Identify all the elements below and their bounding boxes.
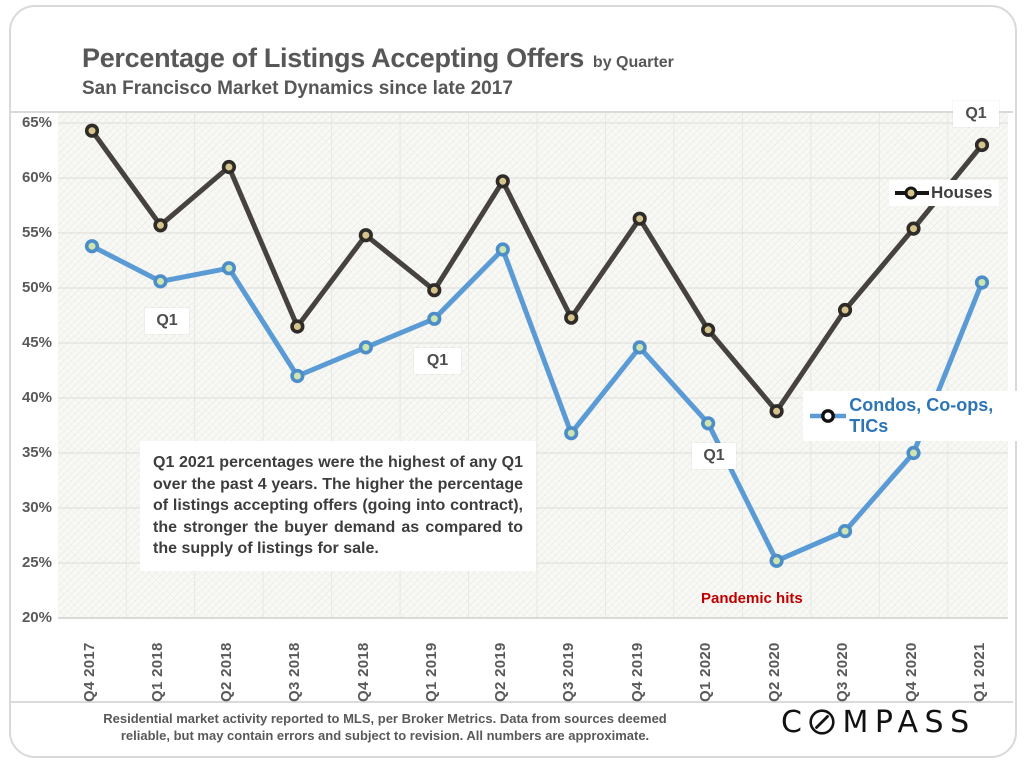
chart-title: Percentage of Listings Accepting Offers	[82, 43, 584, 73]
condos-data-point	[427, 311, 442, 326]
x-tick-label: Q1 2020	[697, 642, 715, 702]
condos-data-point	[974, 275, 990, 290]
x-tick-label: Q4 2019	[628, 642, 646, 702]
condos-legend-marker-icon	[810, 409, 847, 423]
condos-data-point	[769, 553, 784, 568]
q1-callout-2021: Q1	[953, 101, 999, 127]
x-tick-label: Q2 2019	[491, 642, 509, 702]
houses-data-point	[495, 174, 510, 189]
x-tick-label: Q2 2020	[765, 642, 783, 702]
houses-data-point	[564, 310, 579, 325]
chart-subtitle: San Francisco Market Dynamics since late…	[82, 78, 513, 99]
x-tick-label: Q3 2018	[286, 642, 304, 702]
condos-data-point	[495, 242, 510, 257]
houses-data-point	[974, 137, 990, 153]
condos-data-point	[290, 368, 305, 384]
condos-data-point	[153, 274, 168, 289]
q1-callout-2018: Q1	[145, 308, 189, 334]
houses-series-markers	[84, 123, 990, 419]
y-tick-label: 60%	[21, 169, 52, 186]
condos-data-point	[84, 239, 100, 254]
y-tick-label: 40%	[21, 389, 52, 406]
footer-disclaimer: Residential market activity reported to …	[60, 710, 710, 744]
y-tick-label: 65%	[21, 114, 52, 131]
x-tick-label: Q4 2020	[902, 642, 920, 702]
condos-data-point	[837, 523, 853, 539]
x-tick-label: Q2 2018	[217, 642, 235, 702]
x-tick-label: Q4 2018	[354, 642, 372, 702]
q1-callout-2019: Q1	[414, 348, 461, 374]
houses-data-point	[221, 159, 237, 175]
legend-houses-label: Houses	[931, 183, 993, 202]
condos-series-line	[89, 243, 985, 564]
y-tick-label: 45%	[21, 334, 52, 351]
legend-condos: Condos, Co-ops, TICs	[803, 391, 1024, 441]
y-tick-label: 55%	[21, 224, 52, 241]
y-tick-label: 50%	[21, 279, 52, 296]
condos-data-point	[358, 340, 373, 355]
x-tick-label: Q1 2019	[423, 642, 441, 702]
legend-condos-label: Condos, Co-ops, TICs	[849, 395, 994, 436]
y-tick-label: 25%	[21, 554, 52, 571]
houses-data-point	[290, 319, 305, 334]
footer-disclaimer-line2: reliable, but may contain errors and sub…	[120, 728, 650, 743]
x-tick-label: Q3 2020	[834, 642, 852, 702]
houses-data-point	[358, 228, 373, 243]
houses-data-point	[153, 218, 168, 233]
legend-houses: Houses	[889, 180, 1000, 206]
chart-title-suffix: by Quarter	[592, 54, 674, 71]
condos-data-point	[221, 261, 237, 276]
footer-divider	[10, 701, 1013, 703]
houses-data-point	[701, 322, 716, 337]
houses-data-point	[84, 123, 100, 138]
houses-data-point	[906, 221, 921, 236]
y-tick-label: 20%	[21, 609, 52, 626]
compass-logo: C MPASS	[781, 702, 976, 742]
x-tick-label: Q3 2019	[560, 642, 578, 702]
houses-data-point	[632, 211, 647, 226]
footer-disclaimer-line1: Residential market activity reported to …	[103, 711, 667, 726]
compass-logo-prefix: C	[781, 704, 809, 740]
annotation-note: Q1 2021 percentages were the highest of …	[140, 441, 536, 571]
plot-background	[58, 112, 1008, 618]
pandemic-annotation: Pandemic hits	[701, 590, 803, 607]
y-tick-label: 35%	[21, 444, 52, 461]
houses-data-point	[427, 283, 442, 298]
houses-data-point	[837, 302, 853, 318]
title-divider	[10, 111, 1013, 113]
y-tick-label: 30%	[21, 499, 52, 516]
houses-data-point	[769, 404, 784, 419]
condos-data-point	[701, 416, 716, 431]
title-row: Percentage of Listings Accepting Offers b…	[82, 43, 674, 74]
condos-data-point	[906, 445, 921, 461]
condos-data-point	[564, 426, 579, 441]
x-tick-label: Q1 2018	[149, 642, 167, 702]
condos-series-markers	[84, 239, 990, 568]
compass-logo-suffix: MPASS	[842, 704, 976, 740]
houses-legend-marker-icon	[895, 186, 929, 200]
q1-callout-2020: Q1	[692, 443, 736, 469]
compass-o-icon	[809, 709, 836, 735]
houses-series-line	[89, 128, 985, 414]
condos-data-point	[632, 340, 647, 355]
x-tick-label: Q1 2021	[970, 642, 988, 702]
x-tick-label: Q4 2017	[81, 642, 98, 702]
